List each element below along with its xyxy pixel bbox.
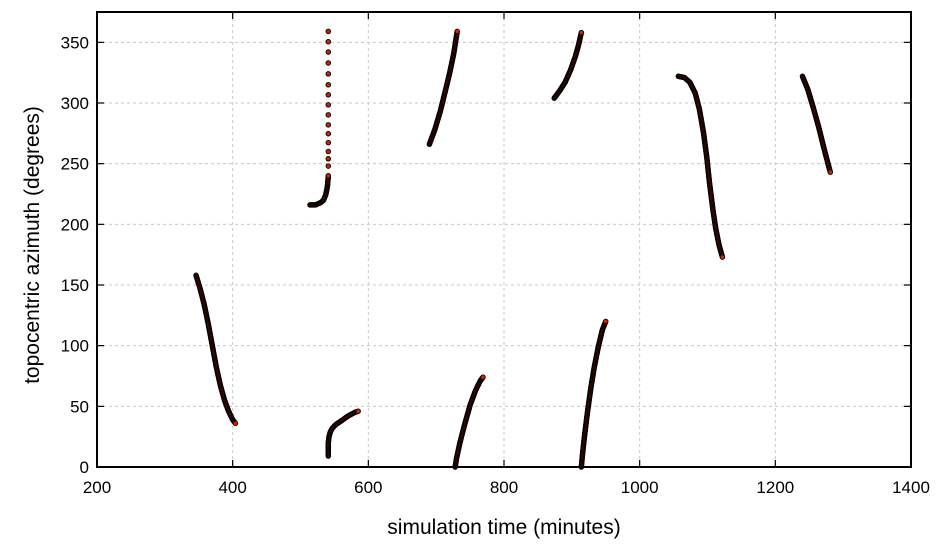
data-point <box>325 92 332 98</box>
x-tick-label: 400 <box>218 478 246 497</box>
x-tick-label: 800 <box>490 478 518 497</box>
data-point <box>325 173 332 179</box>
data-point <box>719 254 726 260</box>
y-tick-label: 300 <box>61 94 89 113</box>
data-point <box>603 318 609 325</box>
axis-ticks: 200 400 600 800 1000 1200 1400 0 50 100 150 200 250 3… <box>61 12 930 497</box>
data-points <box>193 28 834 470</box>
data-point <box>325 82 332 88</box>
y-tick-label: 200 <box>61 215 89 234</box>
y-tick-label: 350 <box>61 33 89 52</box>
x-tick-label: 1000 <box>621 478 659 497</box>
data-point <box>325 71 332 77</box>
x-axis-label: simulation time (minutes) <box>387 516 620 539</box>
data-point <box>232 420 239 427</box>
data-point <box>827 169 834 175</box>
x-tick-label: 1200 <box>756 478 794 497</box>
data-point <box>325 60 332 66</box>
x-tick-label: 1400 <box>892 478 930 497</box>
y-tick-label: 100 <box>61 337 89 356</box>
data-point <box>325 148 332 155</box>
data-point <box>578 29 585 36</box>
x-tick-label: 200 <box>83 478 111 497</box>
y-axis-label: topocentric azimuth (degrees) <box>21 106 44 384</box>
data-point <box>480 374 486 380</box>
data-point <box>325 156 332 162</box>
grid <box>97 12 911 467</box>
data-point <box>325 28 332 35</box>
data-point <box>355 408 361 414</box>
y-tick-label: 50 <box>70 397 89 416</box>
y-tick-label: 250 <box>61 155 89 174</box>
data-point <box>325 102 332 108</box>
data-point <box>325 122 332 128</box>
y-tick-label: 150 <box>61 276 89 295</box>
data-point <box>325 112 332 118</box>
data-point <box>325 49 332 55</box>
y-tick-label: 0 <box>80 458 89 477</box>
data-point <box>454 28 460 35</box>
data-point <box>325 130 332 137</box>
x-tick-label: 600 <box>354 478 382 497</box>
data-point <box>325 38 332 45</box>
data-point <box>325 139 332 146</box>
data-point <box>325 163 332 169</box>
